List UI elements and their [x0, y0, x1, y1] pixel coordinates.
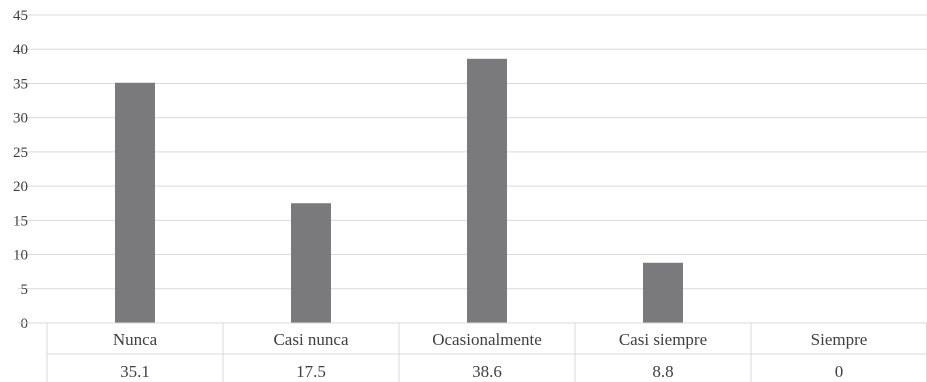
y-tick-label: 45	[13, 8, 28, 24]
category-label: Ocasionalmente	[432, 330, 542, 349]
bar	[643, 262, 683, 323]
y-tick-label: 5	[21, 282, 29, 298]
y-tick-label: 0	[21, 316, 29, 332]
data-table-value: 8.8	[652, 362, 673, 381]
category-label: Siempre	[811, 330, 868, 349]
data-table-value: 38.6	[472, 362, 502, 381]
y-tick-label: 25	[13, 145, 28, 161]
bar	[115, 82, 155, 323]
y-tick-label: 40	[13, 42, 28, 58]
bar	[291, 203, 331, 323]
y-tick-label: 15	[13, 213, 28, 229]
data-table-value: 35.1	[120, 362, 150, 381]
y-tick-label: 10	[13, 248, 28, 264]
y-tick-label: 30	[13, 111, 28, 127]
category-label: Nunca	[113, 330, 158, 349]
bar	[467, 58, 507, 323]
data-table-value: 17.5	[296, 362, 326, 381]
y-tick-label: 35	[13, 76, 28, 92]
data-table-value: 0	[835, 362, 844, 381]
y-tick-label: 20	[13, 179, 28, 195]
category-label: Casi nunca	[273, 330, 349, 349]
category-label: Casi siempre	[619, 330, 707, 349]
